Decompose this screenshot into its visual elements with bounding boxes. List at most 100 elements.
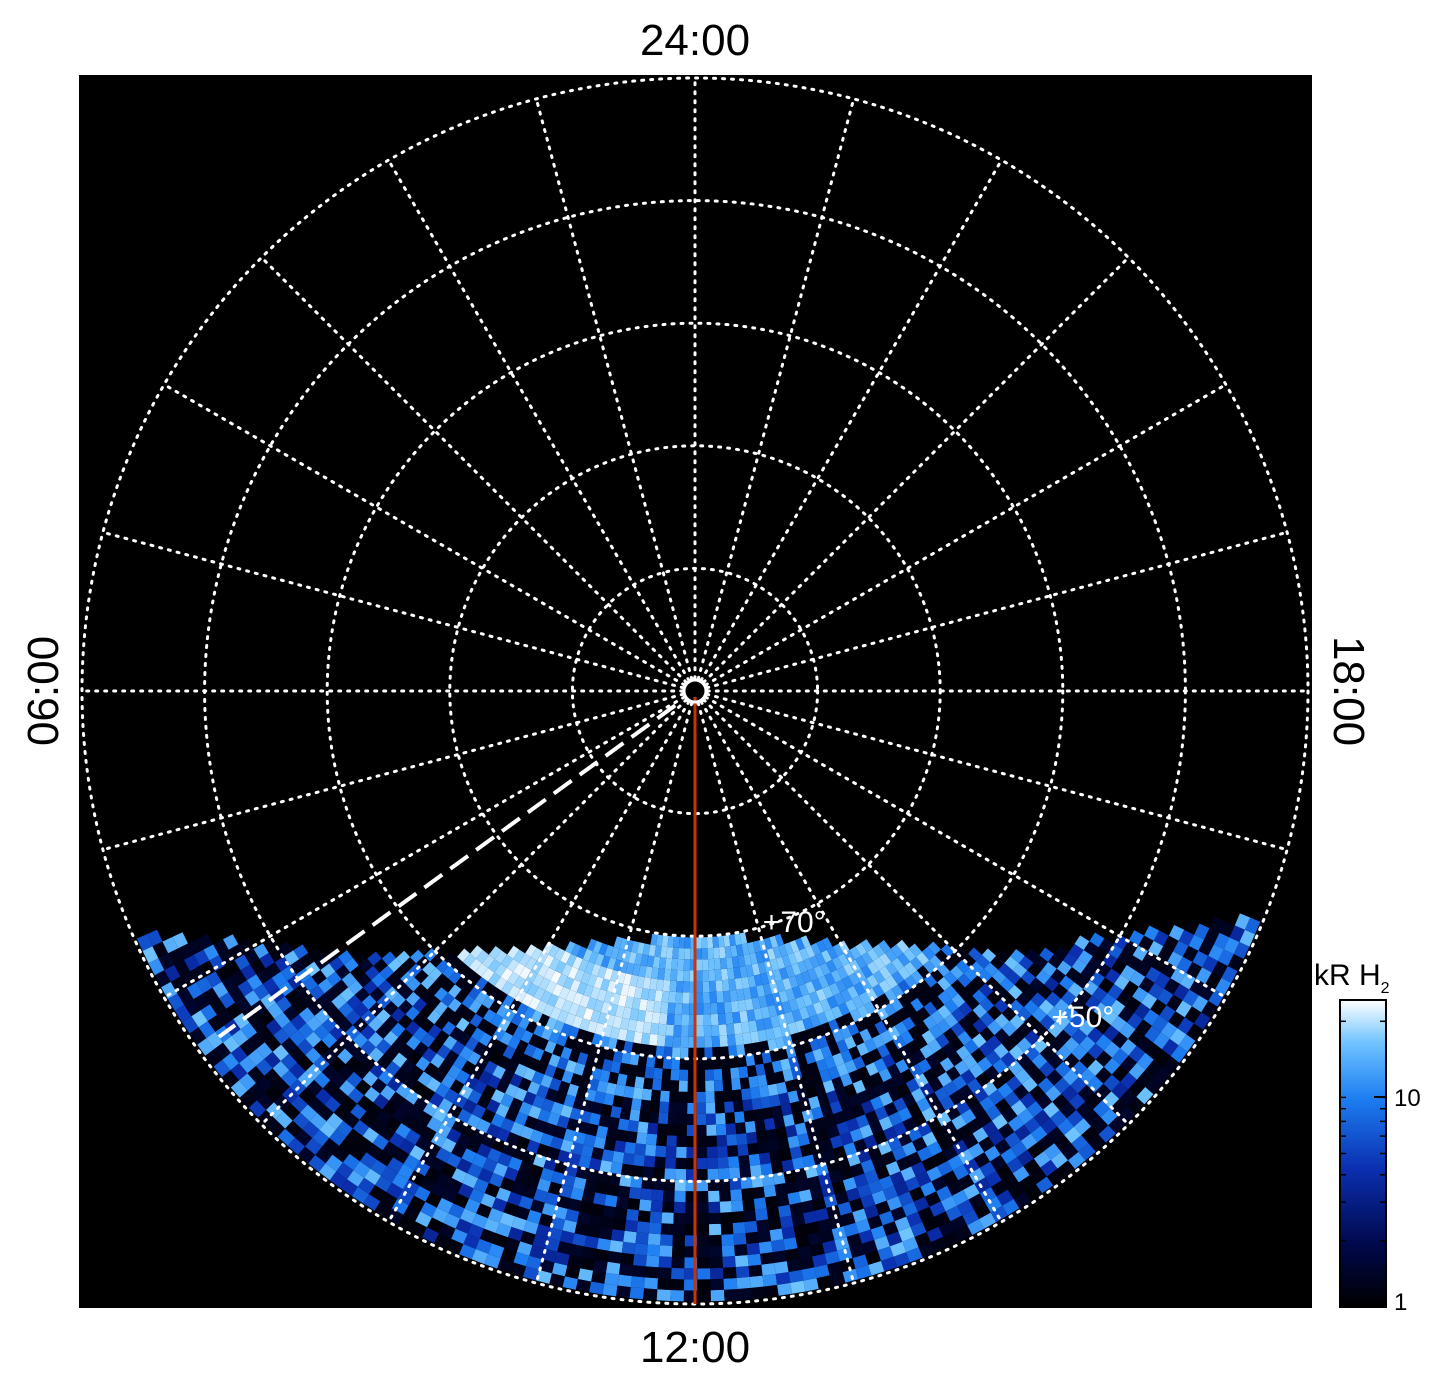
emission-cell — [239, 1090, 257, 1108]
emission-cell — [420, 1018, 435, 1033]
emission-cell — [638, 998, 648, 1011]
emission-cell — [905, 1078, 920, 1093]
emission-cell — [645, 1266, 659, 1279]
emission-cell — [636, 1221, 650, 1234]
emission-cell — [713, 1068, 723, 1081]
emission-cell — [508, 1226, 524, 1242]
emission-cell — [411, 1120, 427, 1136]
emission-cell — [482, 1158, 498, 1173]
emission-cell — [537, 1108, 551, 1123]
emission-cell — [931, 1062, 946, 1078]
emission-cell — [822, 1079, 836, 1094]
emission-cell — [919, 1044, 934, 1059]
emission-cell — [704, 1069, 714, 1081]
emission-cell — [420, 989, 435, 1004]
emission-cell — [604, 1194, 618, 1208]
emission-cell — [971, 975, 986, 990]
emission-cell — [1170, 1045, 1188, 1063]
emission-cell — [1128, 1062, 1146, 1080]
emission-cell — [1098, 977, 1114, 994]
emission-cell — [819, 1229, 835, 1243]
emission-cell — [802, 1017, 814, 1031]
emission-cell — [476, 1143, 492, 1158]
emission-cell — [937, 976, 951, 991]
emission-cell — [603, 1138, 616, 1151]
emission-cell — [572, 956, 583, 970]
emission-cell — [441, 1137, 457, 1153]
emission-cell — [892, 1121, 908, 1137]
emission-cell — [756, 1219, 770, 1232]
emission-cell — [794, 973, 806, 986]
emission-cell — [677, 1113, 688, 1125]
emission-cell — [565, 989, 577, 1003]
emission-cell — [957, 1199, 974, 1216]
emission-cell — [579, 1018, 591, 1031]
emission-cell — [476, 1203, 492, 1219]
emission-cell — [724, 1001, 733, 1014]
emission-cell — [228, 944, 245, 961]
emission-cell — [958, 1016, 973, 1031]
emission-cell — [753, 1108, 764, 1121]
emission-cell — [514, 1111, 529, 1126]
emission-cell — [828, 1042, 841, 1056]
emission-cell — [256, 1092, 274, 1110]
emission-cell — [757, 961, 767, 975]
emission-cell — [588, 1214, 603, 1228]
emission-cell — [709, 1256, 723, 1269]
emission-cell — [881, 1150, 897, 1166]
emission-cell — [709, 1234, 722, 1247]
emission-cell — [510, 1262, 527, 1277]
emission-cell — [755, 1018, 766, 1031]
emission-cell — [1244, 917, 1261, 935]
emission-cell — [877, 993, 891, 1007]
emission-cell — [972, 1127, 989, 1143]
emission-cell — [579, 1200, 594, 1215]
emission-cell — [745, 1231, 759, 1244]
emission-cell — [609, 1026, 620, 1040]
emission-cell — [562, 1276, 578, 1290]
emission-cell — [560, 950, 571, 964]
emission-cell — [897, 1082, 911, 1098]
emission-cell — [549, 1006, 562, 1021]
emission-cell — [331, 1088, 349, 1105]
emission-cell — [451, 1168, 468, 1184]
emission-cell — [717, 1002, 725, 1014]
emission-cell — [650, 1022, 660, 1035]
emission-cell — [619, 1263, 634, 1277]
emission-cell — [802, 1154, 816, 1168]
emission-cell — [585, 1088, 597, 1102]
emission-cell — [256, 1042, 273, 1059]
emission-cell — [1050, 1151, 1068, 1169]
emission-cell — [556, 1115, 570, 1129]
emission-cell — [786, 1258, 802, 1272]
emission-cell — [1087, 1027, 1104, 1044]
emission-cell — [417, 1110, 433, 1127]
emission-cell — [680, 1036, 689, 1048]
emission-cell — [520, 1230, 536, 1246]
emission-cell — [711, 1024, 720, 1037]
emission-cell — [635, 1020, 645, 1033]
latitude-label-50: +50° — [1051, 1001, 1114, 1034]
emission-cell — [591, 1147, 604, 1160]
emission-cell — [582, 948, 593, 962]
emission-cell — [459, 1244, 476, 1260]
emission-cell — [668, 1102, 679, 1114]
emission-cell — [851, 1103, 866, 1118]
emission-cell — [461, 1060, 476, 1075]
emission-cell — [564, 1012, 576, 1026]
emission-cell — [275, 1111, 293, 1129]
emission-cell — [1062, 1069, 1079, 1086]
emission-cell — [951, 993, 966, 1008]
emission-cell — [995, 1098, 1011, 1114]
emission-cell — [990, 1205, 1008, 1223]
emission-cell — [665, 1157, 677, 1169]
emission-cell — [842, 1177, 857, 1191]
emission-cell — [491, 1137, 506, 1153]
emission-cell — [646, 1000, 655, 1012]
emission-cell — [696, 937, 702, 949]
emission-cell — [751, 1041, 762, 1055]
emission-cell — [297, 1038, 314, 1056]
emission-cell — [730, 1000, 740, 1013]
emission-cell — [583, 1031, 595, 1044]
emission-cell — [231, 1046, 248, 1064]
